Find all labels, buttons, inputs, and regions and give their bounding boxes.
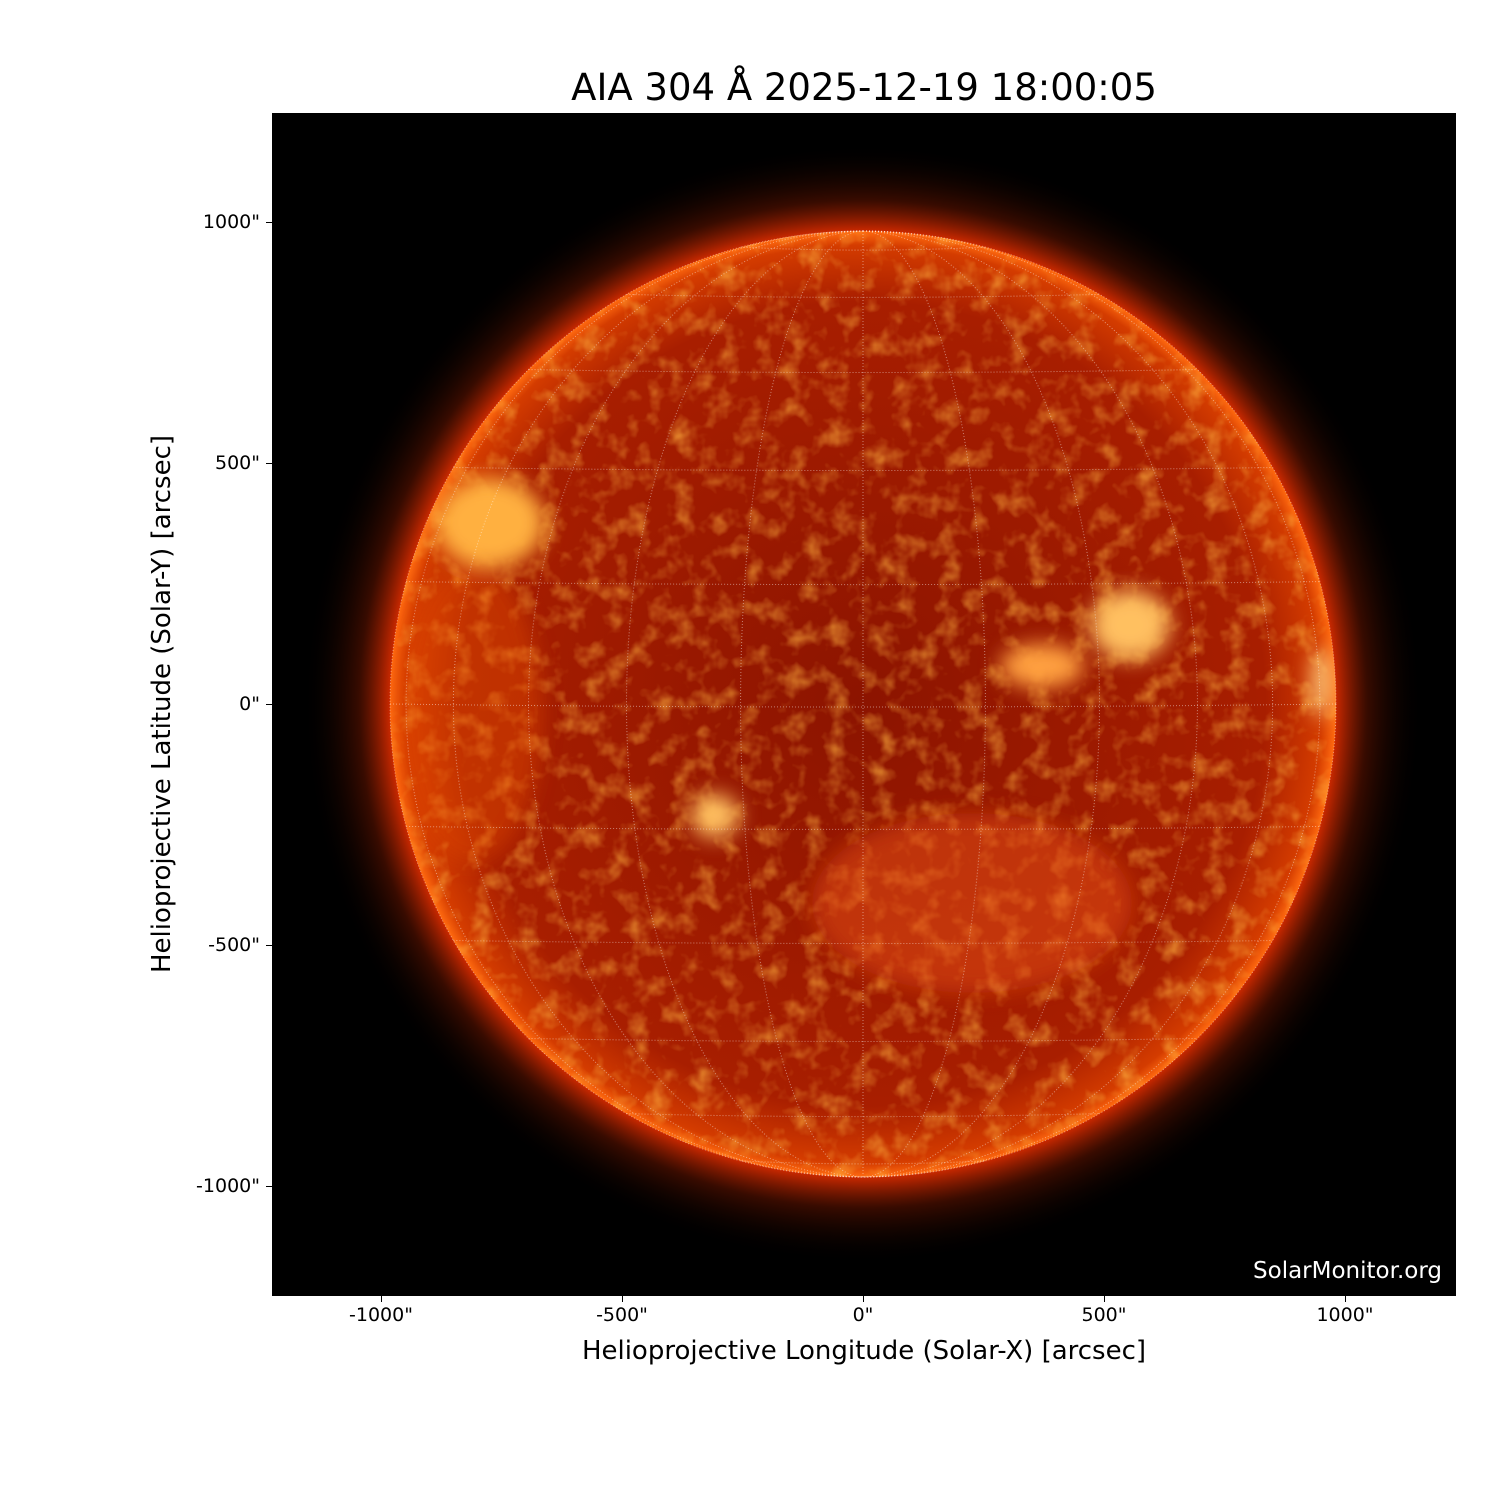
longitude-line [862, 230, 1274, 1178]
plot-title: AIA 304 Å 2025-12-19 18:00:05 [571, 66, 1157, 109]
active-regions [402, 478, 1332, 993]
latitude-line [740, 246, 986, 251]
longitude-line [862, 230, 1198, 1178]
x-tick-mark [863, 1296, 864, 1302]
longitude-line [862, 230, 1100, 1178]
longitude-line [862, 230, 1321, 1178]
x-tick-label: -500" [596, 1304, 648, 1326]
chromosphere-texture [390, 231, 1336, 1177]
latitude-line [626, 293, 1100, 298]
latitude-line [626, 1113, 1100, 1118]
x-tick-mark [381, 1296, 382, 1302]
limb-line [389, 230, 1337, 1178]
solar-image: SolarMonitor.org [272, 113, 1456, 1296]
y-tick-mark [266, 945, 272, 946]
latitude-line [406, 581, 1320, 586]
x-tick-mark [622, 1296, 623, 1302]
x-tick-label: 1000" [1316, 1304, 1374, 1326]
y-tick-mark [266, 463, 272, 464]
longitude-line [528, 230, 864, 1178]
x-tick-label: -1000" [349, 1304, 413, 1326]
x-tick-mark [1104, 1296, 1105, 1302]
sun-svg [303, 144, 1423, 1264]
y-axis-label: Helioprojective Latitude (Solar-Y) [arcs… [147, 434, 177, 974]
y-tick-label: 500" [214, 452, 260, 474]
latitude-line [453, 940, 1273, 944]
y-tick-mark [266, 222, 272, 223]
y-tick-mark [266, 704, 272, 705]
y-tick-mark [266, 1186, 272, 1187]
latitude-line [740, 1160, 986, 1165]
latitude-line [406, 825, 1320, 830]
x-tick-label: 500" [1081, 1304, 1127, 1326]
longitude-line [452, 230, 864, 1178]
y-tick-label: 1000" [202, 211, 260, 233]
longitude-line [405, 230, 864, 1178]
y-tick-label: -1000" [196, 1175, 260, 1197]
watermark: SolarMonitor.org [1253, 1258, 1442, 1284]
longitude-line [626, 230, 864, 1178]
y-tick-label: 0" [239, 693, 260, 715]
x-tick-mark [1345, 1296, 1346, 1302]
heliographic-grid [389, 230, 1337, 1178]
y-tick-label: -500" [208, 934, 260, 956]
x-tick-label: 0" [852, 1304, 874, 1326]
latitude-line [453, 467, 1273, 471]
x-axis-label: Helioprojective Longitude (Solar-X) [arc… [581, 1336, 1147, 1366]
